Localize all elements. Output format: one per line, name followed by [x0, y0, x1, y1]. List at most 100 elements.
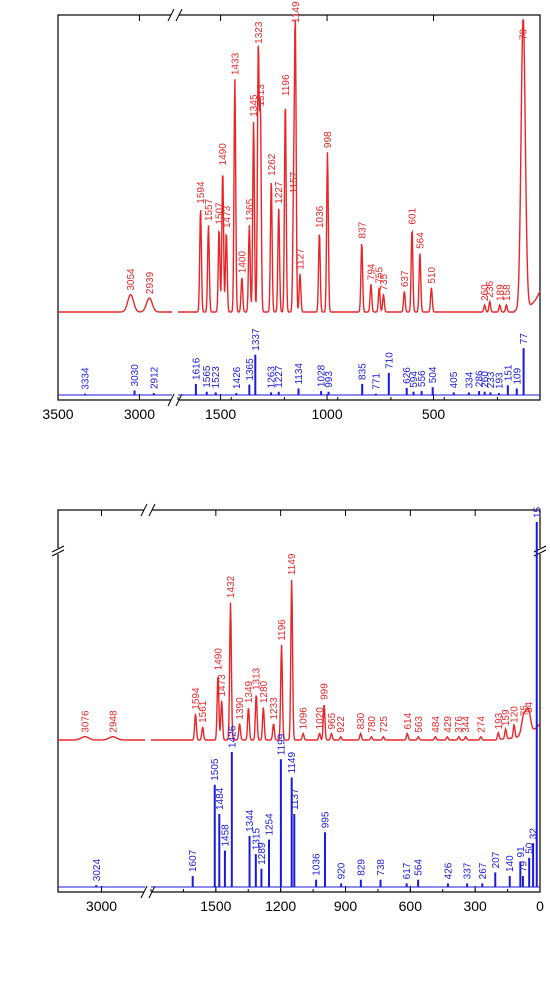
- peak-label: 1458: [220, 824, 231, 847]
- peak-label: 1262: [267, 153, 278, 176]
- peak-label: 32: [529, 828, 540, 840]
- x-tick-label: 3000: [86, 898, 117, 914]
- peak-label: 91: [516, 846, 527, 858]
- peak-label: 564: [414, 859, 425, 876]
- plot-frame: [57, 14, 541, 401]
- peak-label: 286: [475, 370, 486, 387]
- spectrum-line: [151, 580, 541, 741]
- peak-label: 1196: [281, 74, 292, 96]
- peak-label: 1400: [237, 251, 248, 274]
- peak-label: 837: [357, 221, 368, 238]
- peak-label: 405: [449, 371, 460, 388]
- peak-label: 771: [371, 373, 382, 390]
- peak-label: 1433: [230, 52, 241, 75]
- peak-label: 510: [427, 267, 438, 284]
- peak-label: 755: [375, 267, 386, 284]
- peak-label: 1313: [252, 667, 263, 690]
- peak-label: 3334: [81, 367, 92, 390]
- peak-label: 1473: [217, 674, 228, 697]
- peak-label: 77: [519, 333, 530, 345]
- peak-label: 484: [431, 716, 442, 733]
- axis-break-gap: [144, 886, 152, 898]
- x-tick-label: 1500: [205, 406, 236, 422]
- peak-label: 637: [400, 270, 411, 287]
- peak-label: 54: [524, 701, 535, 713]
- peak-label: 1127: [296, 248, 307, 270]
- peak-label: 738: [376, 859, 387, 876]
- axis-break-gap: [52, 548, 64, 554]
- x-tick-label: 1200: [265, 898, 296, 914]
- peak-label: 1565: [202, 365, 213, 388]
- axis-break-mark: [167, 393, 175, 407]
- peak-label: 780: [367, 716, 378, 733]
- peak-label: 2939: [145, 271, 156, 294]
- peak-label: 3024: [92, 858, 103, 881]
- peak-label: 1426: [227, 725, 238, 748]
- peak-label: 426: [443, 862, 454, 879]
- spectrum-line: [58, 736, 145, 741]
- axis-break-mark: [148, 503, 156, 517]
- peak-label: 1607: [188, 849, 199, 872]
- peak-label: 1365: [245, 198, 256, 221]
- peak-label: 79: [519, 28, 530, 40]
- peak-label: 1149: [287, 752, 298, 774]
- peak-label: 1233: [269, 697, 280, 720]
- peak-label: 1028: [317, 364, 328, 387]
- peak-label: 922: [336, 716, 347, 733]
- peak-label: 1254: [264, 813, 275, 836]
- peak-label: 1344: [245, 809, 256, 832]
- peak-label: 2912: [149, 366, 160, 389]
- axis-break-mark: [167, 8, 175, 22]
- peak-label: 1323: [254, 21, 265, 44]
- peak-label: 79: [518, 860, 529, 872]
- peak-label: 1337: [251, 328, 262, 351]
- peak-label: 1594: [191, 687, 202, 710]
- peak-label: 998: [323, 131, 334, 148]
- peak-label: 1594: [196, 181, 207, 204]
- axis-break-gap: [144, 504, 152, 516]
- peak-label: 1365: [245, 358, 256, 381]
- peak-label: 120: [510, 706, 521, 723]
- peak-label: 920: [337, 862, 348, 879]
- peak-label: 1432: [226, 575, 237, 598]
- peak-label: 1289: [257, 842, 268, 865]
- axis-break-mark: [148, 885, 156, 899]
- peak-label: 1280: [259, 680, 270, 703]
- peak-label: 193: [494, 372, 505, 389]
- peak-label: 151: [503, 364, 514, 381]
- peak-label: 614: [403, 712, 414, 729]
- peak-label: 710: [384, 352, 395, 369]
- peak-label: 1036: [315, 205, 326, 228]
- axis-break-mark: [140, 885, 148, 899]
- x-tick-label: 0: [536, 898, 544, 914]
- peak-label: 1390: [235, 697, 246, 720]
- peak-label: 1227: [274, 365, 285, 388]
- peak-label: 1616: [191, 357, 202, 380]
- peak-label: 1149: [287, 553, 298, 575]
- peak-label: 1490: [213, 648, 224, 671]
- peak-label: 830: [356, 712, 367, 729]
- peak-label: 1507: [215, 202, 226, 225]
- peak-label: 1490: [218, 143, 229, 166]
- peak-label: 1345: [249, 94, 260, 117]
- peak-label: 193: [494, 712, 505, 729]
- axis-break-mark: [51, 549, 65, 557]
- peak-label: 1196: [277, 619, 288, 641]
- peak-label: 109: [512, 367, 523, 384]
- peak-label: 1137: [290, 788, 301, 810]
- peak-label: 1020: [315, 707, 326, 730]
- peak-label: 15: [532, 506, 543, 518]
- peak-label: 999: [320, 683, 331, 700]
- peak-label: 260: [480, 371, 491, 388]
- peak-label: 965: [327, 712, 338, 729]
- peak-label: 140: [505, 855, 516, 872]
- peak-label: 274: [476, 716, 487, 733]
- peak-label: 1557: [204, 198, 215, 221]
- x-tick-label: 3000: [124, 406, 155, 422]
- peak-label: 601: [408, 207, 419, 224]
- peak-label: 267: [478, 862, 489, 879]
